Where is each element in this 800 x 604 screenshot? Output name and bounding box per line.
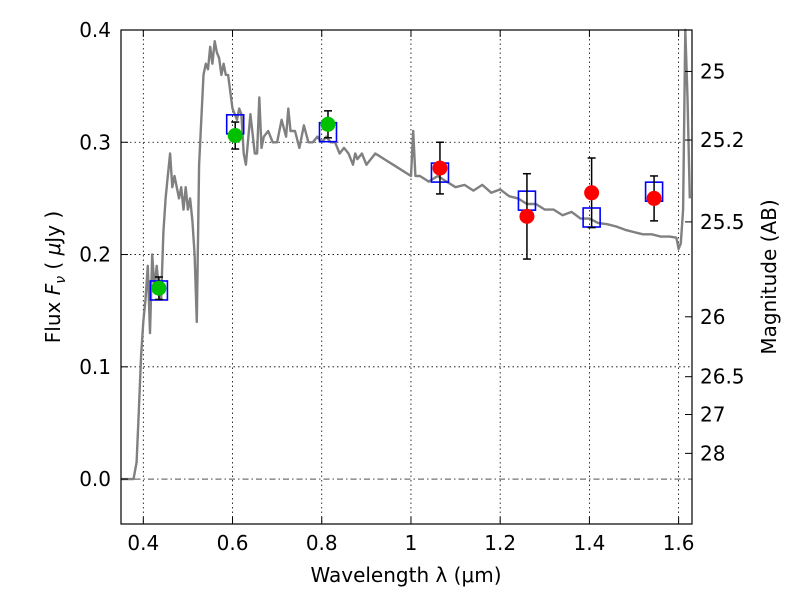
x-tick-label: 1 — [405, 531, 418, 555]
plot-background — [121, 30, 692, 524]
x-tick-label: 0.8 — [306, 531, 338, 555]
plot-frame — [120, 29, 693, 525]
x-tick-label: 1.6 — [663, 531, 695, 555]
model-spectrum-layer — [121, 28, 691, 481]
observed-points-layer — [151, 116, 662, 296]
y-axis-title-var: F — [41, 283, 65, 295]
y-axis-title: Flux Fν ( μJy ) — [41, 211, 69, 343]
y2-axis-title: Magnitude (AB) — [757, 199, 781, 354]
mag-tick-label: 25.2 — [700, 128, 745, 152]
y-axis-title-mid: ( — [41, 255, 65, 276]
y-tick-label: 0.3 — [79, 130, 111, 154]
y-tick-label: 0.4 — [79, 18, 111, 42]
x-tick-label: 0.4 — [127, 531, 159, 555]
observed-point — [227, 128, 243, 144]
model-spectrum-line — [121, 28, 691, 481]
observed-point — [646, 190, 662, 206]
observed-point — [519, 208, 535, 224]
observed-point — [151, 280, 167, 296]
mag-tick-label: 25 — [700, 59, 725, 83]
y-tick-label: 0.0 — [79, 467, 111, 491]
mag-tick-label: 28 — [700, 441, 725, 465]
y-axis-title-sub: ν — [53, 276, 69, 284]
y-tick-label: 0.1 — [79, 355, 111, 379]
x-axis-title: Wavelength λ (μm) — [310, 563, 501, 587]
y-tick-label: 0.2 — [79, 243, 111, 267]
mag-tick-label: 25.5 — [700, 210, 745, 234]
mag-tick-label: 26.5 — [700, 365, 745, 389]
mag-tick-label: 26 — [700, 305, 725, 329]
y-axis-title-mu: μ — [41, 243, 65, 257]
observed-point — [320, 116, 336, 132]
x-tick-label: 1.2 — [484, 531, 516, 555]
observed-point — [432, 160, 448, 176]
y-axis-title-prefix: Flux — [41, 295, 65, 343]
y-axis-title-suffix: Jy ) — [41, 211, 65, 245]
x-tick-label: 1.4 — [573, 531, 605, 555]
mag-tick-label: 27 — [700, 402, 725, 426]
x-tick-label: 0.6 — [217, 531, 249, 555]
axis-layer: 0.4 0.6 0.8 1 1.2 1.4 1.6 0.0 0.1 0.2 0.3 0.4 25 25.2… — [79, 18, 744, 555]
observed-point — [584, 185, 600, 201]
